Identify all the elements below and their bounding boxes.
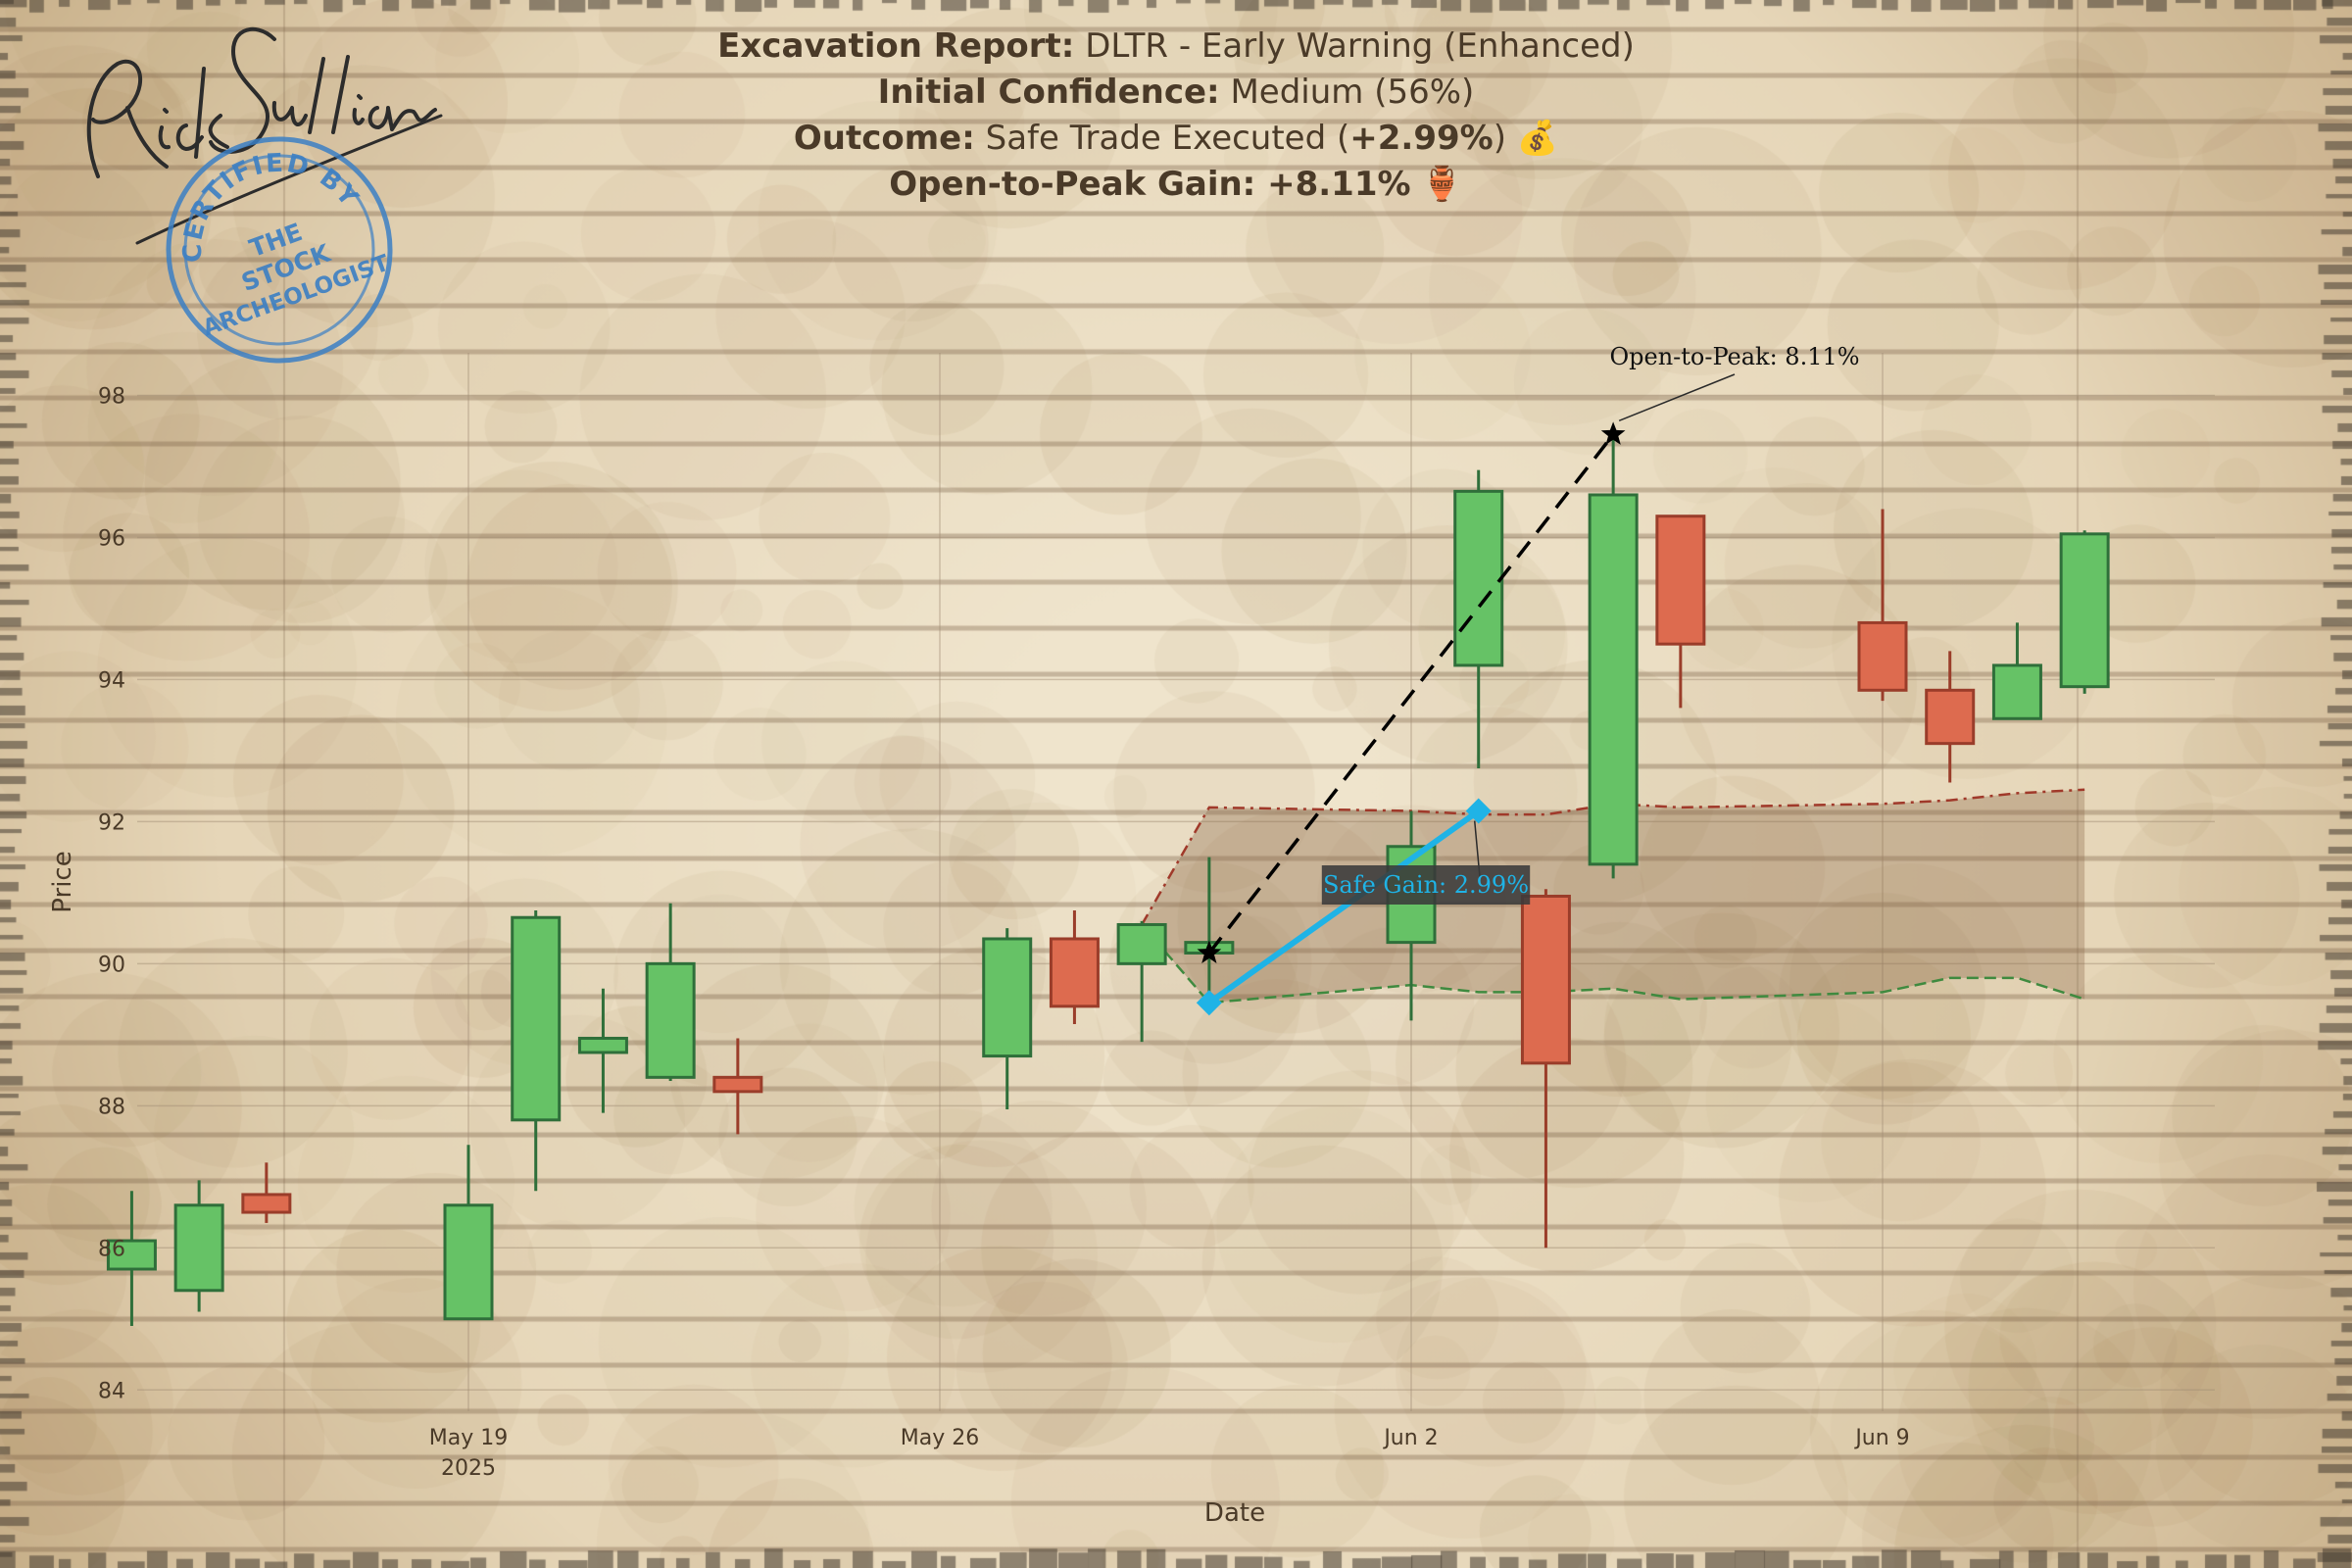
- candle-body: [577, 1036, 628, 1054]
- trade-overlay: Open-to-Peak: 8.11% Safe Gain: 2.99%: [1196, 343, 1860, 1016]
- safe-gain-line: [1205, 808, 1482, 1006]
- y-axis-label: Price: [48, 851, 77, 912]
- candle-down: [1925, 651, 1976, 783]
- outcome-percent: +2.99%: [1349, 119, 1494, 158]
- x-tick-label: Jun 9: [1853, 1426, 1909, 1450]
- candle-up: [106, 1191, 157, 1327]
- candle-up: [1116, 920, 1167, 1043]
- money-bag-icon: 💰: [1516, 119, 1559, 158]
- candle-down: [1655, 514, 1706, 709]
- candle-down: [712, 1038, 763, 1135]
- outcome-label: Outcome:: [793, 119, 975, 158]
- peak-star-marker: [1600, 421, 1626, 445]
- candle-up: [443, 1145, 494, 1321]
- candle-up: [1453, 469, 1504, 769]
- candle-down: [1049, 909, 1100, 1024]
- report-label: Excavation Report:: [717, 26, 1075, 66]
- candle-up: [1991, 622, 2042, 720]
- y-tick-label: 94: [98, 668, 125, 693]
- safe-exit-marker: [1465, 798, 1492, 824]
- certified-stamp: CERTIFIED BY THE STOCK ARCHEOLOGIST: [152, 121, 393, 364]
- candle-body: [1925, 688, 1976, 746]
- outcome-close: ): [1493, 119, 1506, 158]
- candle-down: [1857, 509, 1908, 702]
- x-axis-label: Date: [1204, 1498, 1265, 1528]
- candle-body: [1588, 493, 1639, 866]
- candle-down: [1520, 889, 1571, 1249]
- candle-body: [1991, 663, 2042, 720]
- confidence-value: Medium (56%): [1230, 73, 1475, 112]
- x-tick-label: May 19: [429, 1426, 508, 1450]
- open-to-peak-line: [1207, 433, 1615, 955]
- candle-body: [712, 1075, 763, 1094]
- candle-up: [982, 928, 1033, 1109]
- candle-up: [577, 988, 628, 1113]
- safe-label-box: [1321, 865, 1531, 905]
- candle-up: [511, 909, 562, 1192]
- candle-body: [443, 1203, 494, 1321]
- title-gain: Open-to-Peak Gain: +8.11% 🏺: [0, 162, 2352, 208]
- y-tick-label: 90: [98, 953, 125, 977]
- confidence-label: Initial Confidence:: [877, 73, 1220, 112]
- candle-body: [241, 1193, 292, 1214]
- y-tick-label: 86: [98, 1237, 125, 1261]
- candle-body: [1049, 937, 1100, 1008]
- signature-logo: [86, 26, 443, 245]
- band-area: [1142, 789, 2085, 1004]
- candle-body: [1453, 489, 1504, 667]
- report-value: DLTR - Early Warning (Enhanced): [1085, 26, 1635, 66]
- x-tick-label: May 26: [901, 1426, 979, 1450]
- title-outcome: Outcome: Safe Trade Executed (+2.99%) 💰: [0, 116, 2352, 162]
- candle-body: [1655, 514, 1706, 646]
- title-confidence: Initial Confidence: Medium (56%): [0, 70, 2352, 116]
- band-lower-line: [1141, 923, 2085, 1004]
- candle-up: [645, 903, 696, 1081]
- signature-stamp: CERTIFIED BY THE STOCK ARCHEOLOGIST: [86, 26, 443, 364]
- gain-label: Open-to-Peak Gain: +8.11%: [889, 165, 1411, 204]
- candles: [106, 434, 2110, 1327]
- y-tick-label: 96: [98, 526, 125, 551]
- peak-label: Open-to-Peak: 8.11%: [1609, 343, 1859, 370]
- outcome-value: Safe Trade Executed (: [985, 119, 1350, 158]
- candle-body: [173, 1203, 224, 1293]
- y-tick-label: 98: [98, 384, 125, 409]
- candle-body: [1857, 620, 1908, 692]
- y-tick-label: 88: [98, 1095, 125, 1119]
- x-tick-year: 2025: [441, 1456, 496, 1481]
- candle-body: [645, 961, 696, 1079]
- candle-body: [106, 1239, 157, 1271]
- safe-label: Safe Gain: 2.99%: [1323, 871, 1529, 899]
- open-star-marker: [1197, 940, 1222, 963]
- candle-up: [2059, 530, 2110, 694]
- candle-up: [173, 1180, 224, 1312]
- title-block: Excavation Report: DLTR - Early Warning …: [0, 24, 2352, 208]
- candle-down: [241, 1162, 292, 1223]
- candle-body: [1520, 894, 1571, 1065]
- candle-up: [1588, 434, 1639, 879]
- title-report: Excavation Report: DLTR - Early Warning …: [0, 24, 2352, 70]
- y-tick-label: 84: [98, 1379, 125, 1403]
- peak-label-pointer: [1618, 373, 1736, 422]
- candle-body: [2059, 532, 2110, 689]
- axes: 84 86 88 90 92 94 96 98 May 19 2025 May 26 Jun 2 Jun…: [48, 384, 1910, 1528]
- candle-body: [511, 915, 562, 1122]
- amphora-icon: 🏺: [1421, 165, 1463, 204]
- x-tick-label: Jun 2: [1382, 1426, 1438, 1450]
- forecast-band: [1141, 788, 2085, 1004]
- candle-body: [1116, 922, 1167, 965]
- safe-entry-marker: [1196, 990, 1222, 1016]
- candle-body: [982, 937, 1033, 1058]
- y-tick-label: 92: [98, 810, 125, 835]
